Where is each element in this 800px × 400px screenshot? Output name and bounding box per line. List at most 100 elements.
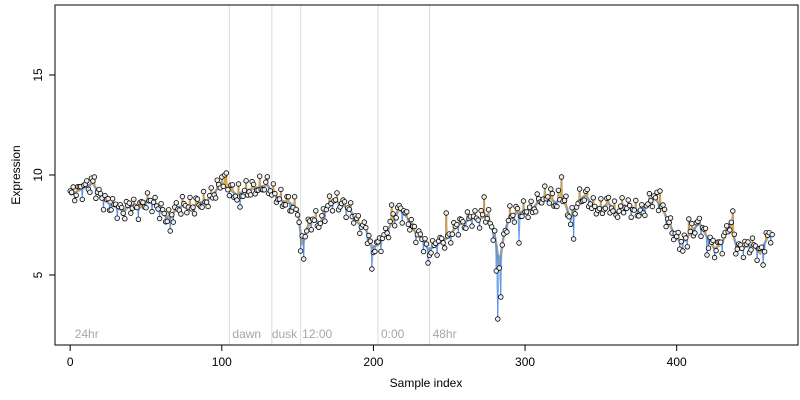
data-point-13 [87, 189, 93, 195]
data-point-316 [546, 200, 552, 206]
data-point-289 [505, 217, 512, 224]
data-point-349 [596, 205, 603, 212]
data-point-50 [143, 204, 149, 211]
data-point-195 [363, 224, 369, 231]
data-point-210 [385, 234, 392, 241]
x-tick-label-3: 300 [515, 355, 535, 369]
data-point-79 [187, 194, 193, 201]
data-point-324 [558, 174, 565, 180]
data-point-181 [341, 199, 348, 205]
data-point-209 [384, 230, 390, 236]
data-point-278 [489, 224, 495, 230]
data-point-215 [393, 215, 399, 221]
data-point-403 [678, 238, 684, 245]
data-point-65 [165, 207, 172, 213]
data-point-161 [311, 217, 317, 223]
data-point-372 [631, 207, 637, 213]
data-point-246 [440, 240, 446, 246]
data-point-410 [689, 220, 695, 227]
data-point-70 [173, 200, 179, 206]
data-point-433 [724, 223, 730, 229]
data-point-261 [463, 225, 469, 231]
data-point-265 [469, 223, 475, 229]
data-point-34 [118, 204, 125, 211]
data-point-228 [413, 239, 419, 246]
data-point-358 [610, 208, 616, 214]
data-point-393 [663, 223, 669, 230]
data-point-103 [223, 170, 229, 176]
data-point-60 [158, 200, 164, 207]
data-point-223 [405, 221, 411, 227]
data-point-330 [567, 221, 574, 227]
data-point-282 [495, 316, 501, 322]
data-point-77 [184, 209, 190, 216]
data-point-245 [439, 235, 445, 242]
data-point-379 [642, 212, 648, 219]
data-point-198 [367, 238, 374, 244]
data-point-389 [657, 188, 663, 194]
data-point-187 [351, 220, 357, 226]
data-point-74 [179, 193, 186, 200]
data-point-110 [234, 197, 240, 203]
data-point-107 [229, 182, 236, 188]
data-point-333 [572, 211, 578, 217]
data-point-276 [486, 206, 492, 213]
data-point-463 [769, 231, 775, 238]
data-point-267 [472, 208, 478, 214]
data-point-392 [661, 206, 668, 213]
data-point-248 [443, 210, 449, 216]
data-point-116 [243, 178, 249, 184]
data-point-280 [492, 228, 498, 234]
data-point-238 [428, 250, 434, 256]
data-point-345 [590, 195, 596, 201]
data-point-45 [135, 216, 142, 222]
data-point-303 [526, 204, 533, 210]
data-point-138 [276, 196, 283, 202]
phase-annotations: 24hr dawn dusk 12:00 0:00 48hr [75, 327, 457, 341]
data-point-406 [683, 235, 689, 241]
data-point-279 [490, 237, 496, 243]
data-point-17 [93, 195, 99, 201]
data-point-165 [317, 220, 324, 227]
data-point-114 [240, 193, 246, 199]
data-point-375 [636, 213, 642, 219]
data-point-197 [366, 232, 372, 239]
data-point-28 [109, 195, 116, 202]
data-point-214 [392, 222, 398, 229]
data-point-350 [598, 196, 604, 202]
data-point-135 [272, 190, 278, 197]
data-point-173 [329, 208, 336, 214]
data-point-159 [308, 227, 314, 233]
data-point-82 [191, 211, 198, 217]
data-point-152 [297, 248, 304, 254]
data-point-438 [731, 231, 737, 237]
data-point-148 [291, 193, 298, 200]
data-point-416 [698, 233, 704, 239]
data-point-22 [100, 206, 107, 213]
data-point-128 [261, 187, 267, 193]
phase-annotation-5: 48hr [433, 327, 457, 341]
data-point-409 [687, 228, 693, 235]
data-point-125 [257, 173, 263, 179]
data-point-73 [178, 211, 184, 217]
data-point-421 [705, 245, 712, 251]
data-point-129 [263, 179, 269, 185]
data-point-315 [545, 194, 551, 200]
data-point-273 [481, 194, 487, 200]
data-point-430 [719, 250, 725, 257]
data-point-104 [225, 186, 231, 193]
data-point-332 [570, 236, 577, 242]
data-point-327 [563, 193, 569, 199]
data-point-149 [293, 206, 299, 213]
data-point-20 [97, 190, 104, 197]
data-point-185 [348, 200, 354, 206]
data-point-59 [156, 215, 163, 222]
data-point-101 [220, 183, 226, 190]
data-point-426 [713, 247, 719, 254]
data-point-121 [250, 181, 257, 188]
y-tick-label-1: 10 [31, 168, 45, 182]
data-point-415 [696, 215, 703, 222]
data-point-391 [660, 202, 666, 208]
data-point-308 [534, 191, 540, 197]
data-point-388 [655, 207, 662, 214]
